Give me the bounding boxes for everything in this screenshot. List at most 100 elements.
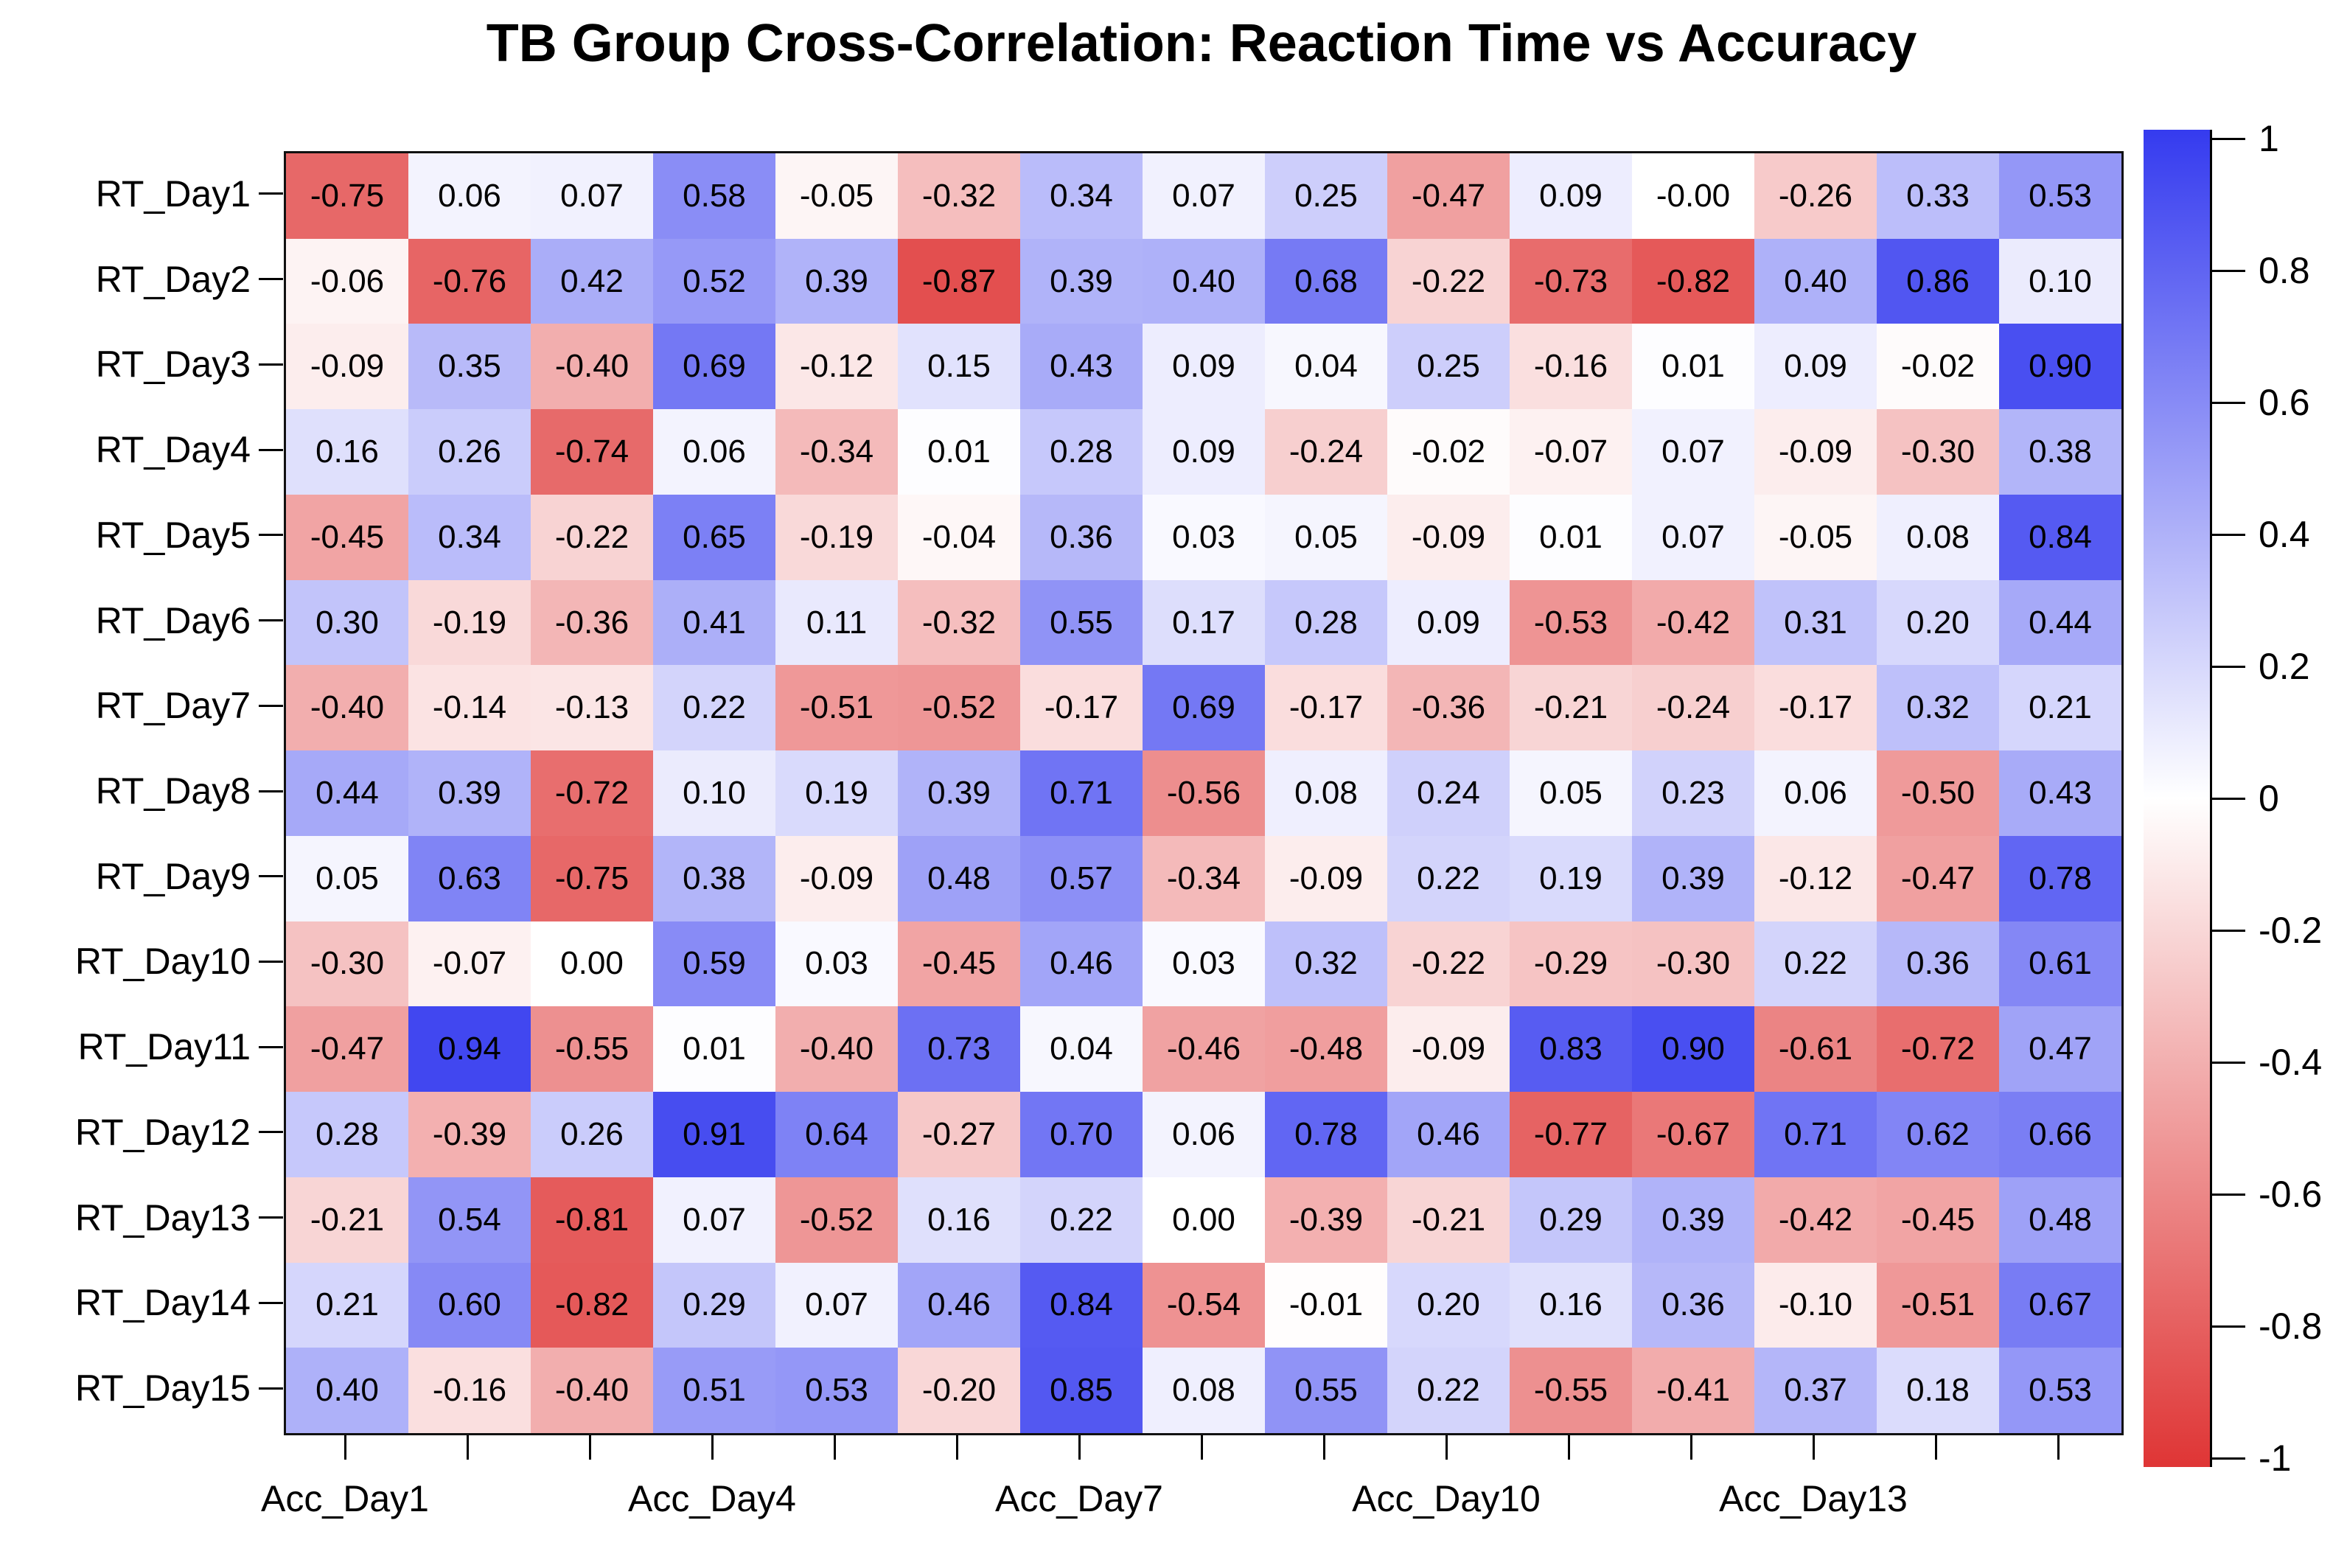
heatmap-cell: -0.40	[286, 665, 408, 751]
heatmap-cell: 0.19	[775, 750, 898, 836]
heatmap-cell: -0.46	[1143, 1006, 1265, 1093]
heatmap-cell: 0.68	[1265, 238, 1387, 324]
heatmap-cell: 0.09	[1754, 324, 1877, 410]
heatmap-cell: 0.62	[1877, 1092, 1999, 1177]
heatmap-cell: 0.39	[1632, 835, 1754, 921]
heatmap-cell: 0.23	[1632, 750, 1754, 836]
heatmap-cell: 0.53	[775, 1348, 898, 1433]
y-axis-tick	[259, 790, 283, 792]
colorbar-tick	[2210, 1193, 2245, 1196]
y-axis-label: RT_Day7	[95, 685, 251, 727]
heatmap-cell: -0.30	[1632, 921, 1754, 1007]
x-axis-label: Acc_Day4	[628, 1478, 796, 1519]
heatmap-cell: 0.43	[1020, 324, 1143, 410]
heatmap-cell: -0.17	[1020, 665, 1143, 751]
heatmap-cell: -0.22	[1387, 921, 1510, 1007]
x-axis-tick	[1934, 1435, 1937, 1460]
y-axis-tick	[259, 619, 283, 622]
heatmap-cell: 0.01	[1632, 324, 1754, 410]
heatmap-cell: -0.73	[1510, 238, 1632, 324]
heatmap-cell: -0.39	[1265, 1177, 1387, 1263]
heatmap-cell: 0.34	[408, 494, 531, 580]
heatmap-cell: 0.29	[653, 1262, 775, 1348]
heatmap-cell: -0.02	[1387, 409, 1510, 495]
heatmap-cell: -0.50	[1877, 750, 1999, 836]
heatmap-cell: -0.36	[1387, 665, 1510, 751]
y-axis-tick	[259, 704, 283, 707]
heatmap-cell: 0.59	[653, 921, 775, 1007]
heatmap-cell: 0.58	[653, 153, 775, 239]
colorbar-tick	[2210, 533, 2245, 536]
heatmap-cell: 0.91	[653, 1092, 775, 1177]
colorbar-tick-label: -0.6	[2259, 1174, 2323, 1215]
heatmap-cell: 0.06	[408, 153, 531, 239]
heatmap-cell: -0.67	[1632, 1092, 1754, 1177]
heatmap-cell: 0.05	[1510, 750, 1632, 836]
heatmap-cell: -0.41	[1632, 1348, 1754, 1433]
heatmap-cell: 0.36	[1877, 921, 1999, 1007]
heatmap-cell: -0.00	[1632, 153, 1754, 239]
heatmap-cell: 0.09	[1387, 579, 1510, 666]
heatmap-cell: -0.13	[531, 665, 653, 751]
y-axis-tick	[259, 363, 283, 366]
heatmap-cell: 0.06	[1143, 1092, 1265, 1177]
x-axis-label: Acc_Day13	[1719, 1478, 1908, 1519]
heatmap-cell: -0.45	[286, 494, 408, 580]
heatmap-cell: 0.24	[1387, 750, 1510, 836]
heatmap-cell: -0.09	[1754, 409, 1877, 495]
y-axis-tick	[259, 1387, 283, 1390]
y-axis-label: RT_Day14	[74, 1282, 251, 1324]
x-axis-tick	[1322, 1435, 1325, 1460]
y-axis-label: RT_Day13	[74, 1196, 251, 1238]
colorbar-tick-label: 1	[2259, 118, 2279, 159]
heatmap-cell: -0.87	[898, 238, 1020, 324]
y-axis-label: RT_Day9	[95, 855, 251, 897]
heatmap-cell: -0.17	[1265, 665, 1387, 751]
colorbar-tick	[2210, 929, 2245, 932]
heatmap-cell: 0.08	[1143, 1348, 1265, 1433]
heatmap-cell: 0.63	[408, 835, 531, 921]
heatmap-cell: 0.64	[775, 1092, 898, 1177]
x-axis-tick	[1200, 1435, 1203, 1460]
heatmap-cell: 0.20	[1877, 579, 1999, 666]
heatmap-cell: 0.03	[775, 921, 898, 1007]
heatmap-cell: 0.71	[1754, 1092, 1877, 1177]
heatmap-cell: 0.31	[1754, 579, 1877, 666]
heatmap-cell: 0.48	[898, 835, 1020, 921]
heatmap-cell: -0.55	[1510, 1348, 1632, 1433]
heatmap-cell: -0.19	[775, 494, 898, 580]
heatmap-cell: -0.40	[775, 1006, 898, 1093]
x-axis-tick	[955, 1435, 958, 1460]
heatmap-cell: 0.25	[1387, 324, 1510, 410]
heatmap-cell: 0.60	[408, 1262, 531, 1348]
heatmap-cell: 0.86	[1877, 238, 1999, 324]
y-axis-tick	[259, 875, 283, 878]
heatmap-cell: -0.72	[1877, 1006, 1999, 1093]
y-axis-tick	[259, 192, 283, 195]
colorbar-tick	[2210, 401, 2245, 404]
colorbar-tick-label: 0.6	[2259, 382, 2310, 423]
y-axis-label: RT_Day5	[95, 514, 251, 556]
heatmap-cell: 0.08	[1877, 494, 1999, 580]
heatmap-cell: -0.21	[1510, 665, 1632, 751]
heatmap-cell: 0.53	[1999, 1348, 2121, 1433]
heatmap-cell: -0.53	[1510, 579, 1632, 666]
heatmap-cell: 0.44	[286, 750, 408, 836]
y-axis-label: RT_Day6	[95, 599, 251, 641]
heatmap-cell: -0.19	[408, 579, 531, 666]
heatmap-cell: -0.34	[1143, 835, 1265, 921]
heatmap-cell: 0.28	[1265, 579, 1387, 666]
y-axis-tick	[259, 1131, 283, 1134]
heatmap-cell: -0.39	[408, 1092, 531, 1177]
heatmap-cell: 0.22	[1387, 835, 1510, 921]
heatmap-cell: 0.01	[1510, 494, 1632, 580]
heatmap-cell: 0.54	[408, 1177, 531, 1263]
heatmap-cell: 0.35	[408, 324, 531, 410]
heatmap-cell: 0.57	[1020, 835, 1143, 921]
heatmap-cell: -0.51	[775, 665, 898, 751]
heatmap-cell: -0.16	[408, 1348, 531, 1433]
heatmap-cell: 0.11	[775, 579, 898, 666]
heatmap-cell: -0.10	[1754, 1262, 1877, 1348]
heatmap-cell: 0.55	[1020, 579, 1143, 666]
colorbar-tick-label: 0.2	[2259, 646, 2310, 687]
